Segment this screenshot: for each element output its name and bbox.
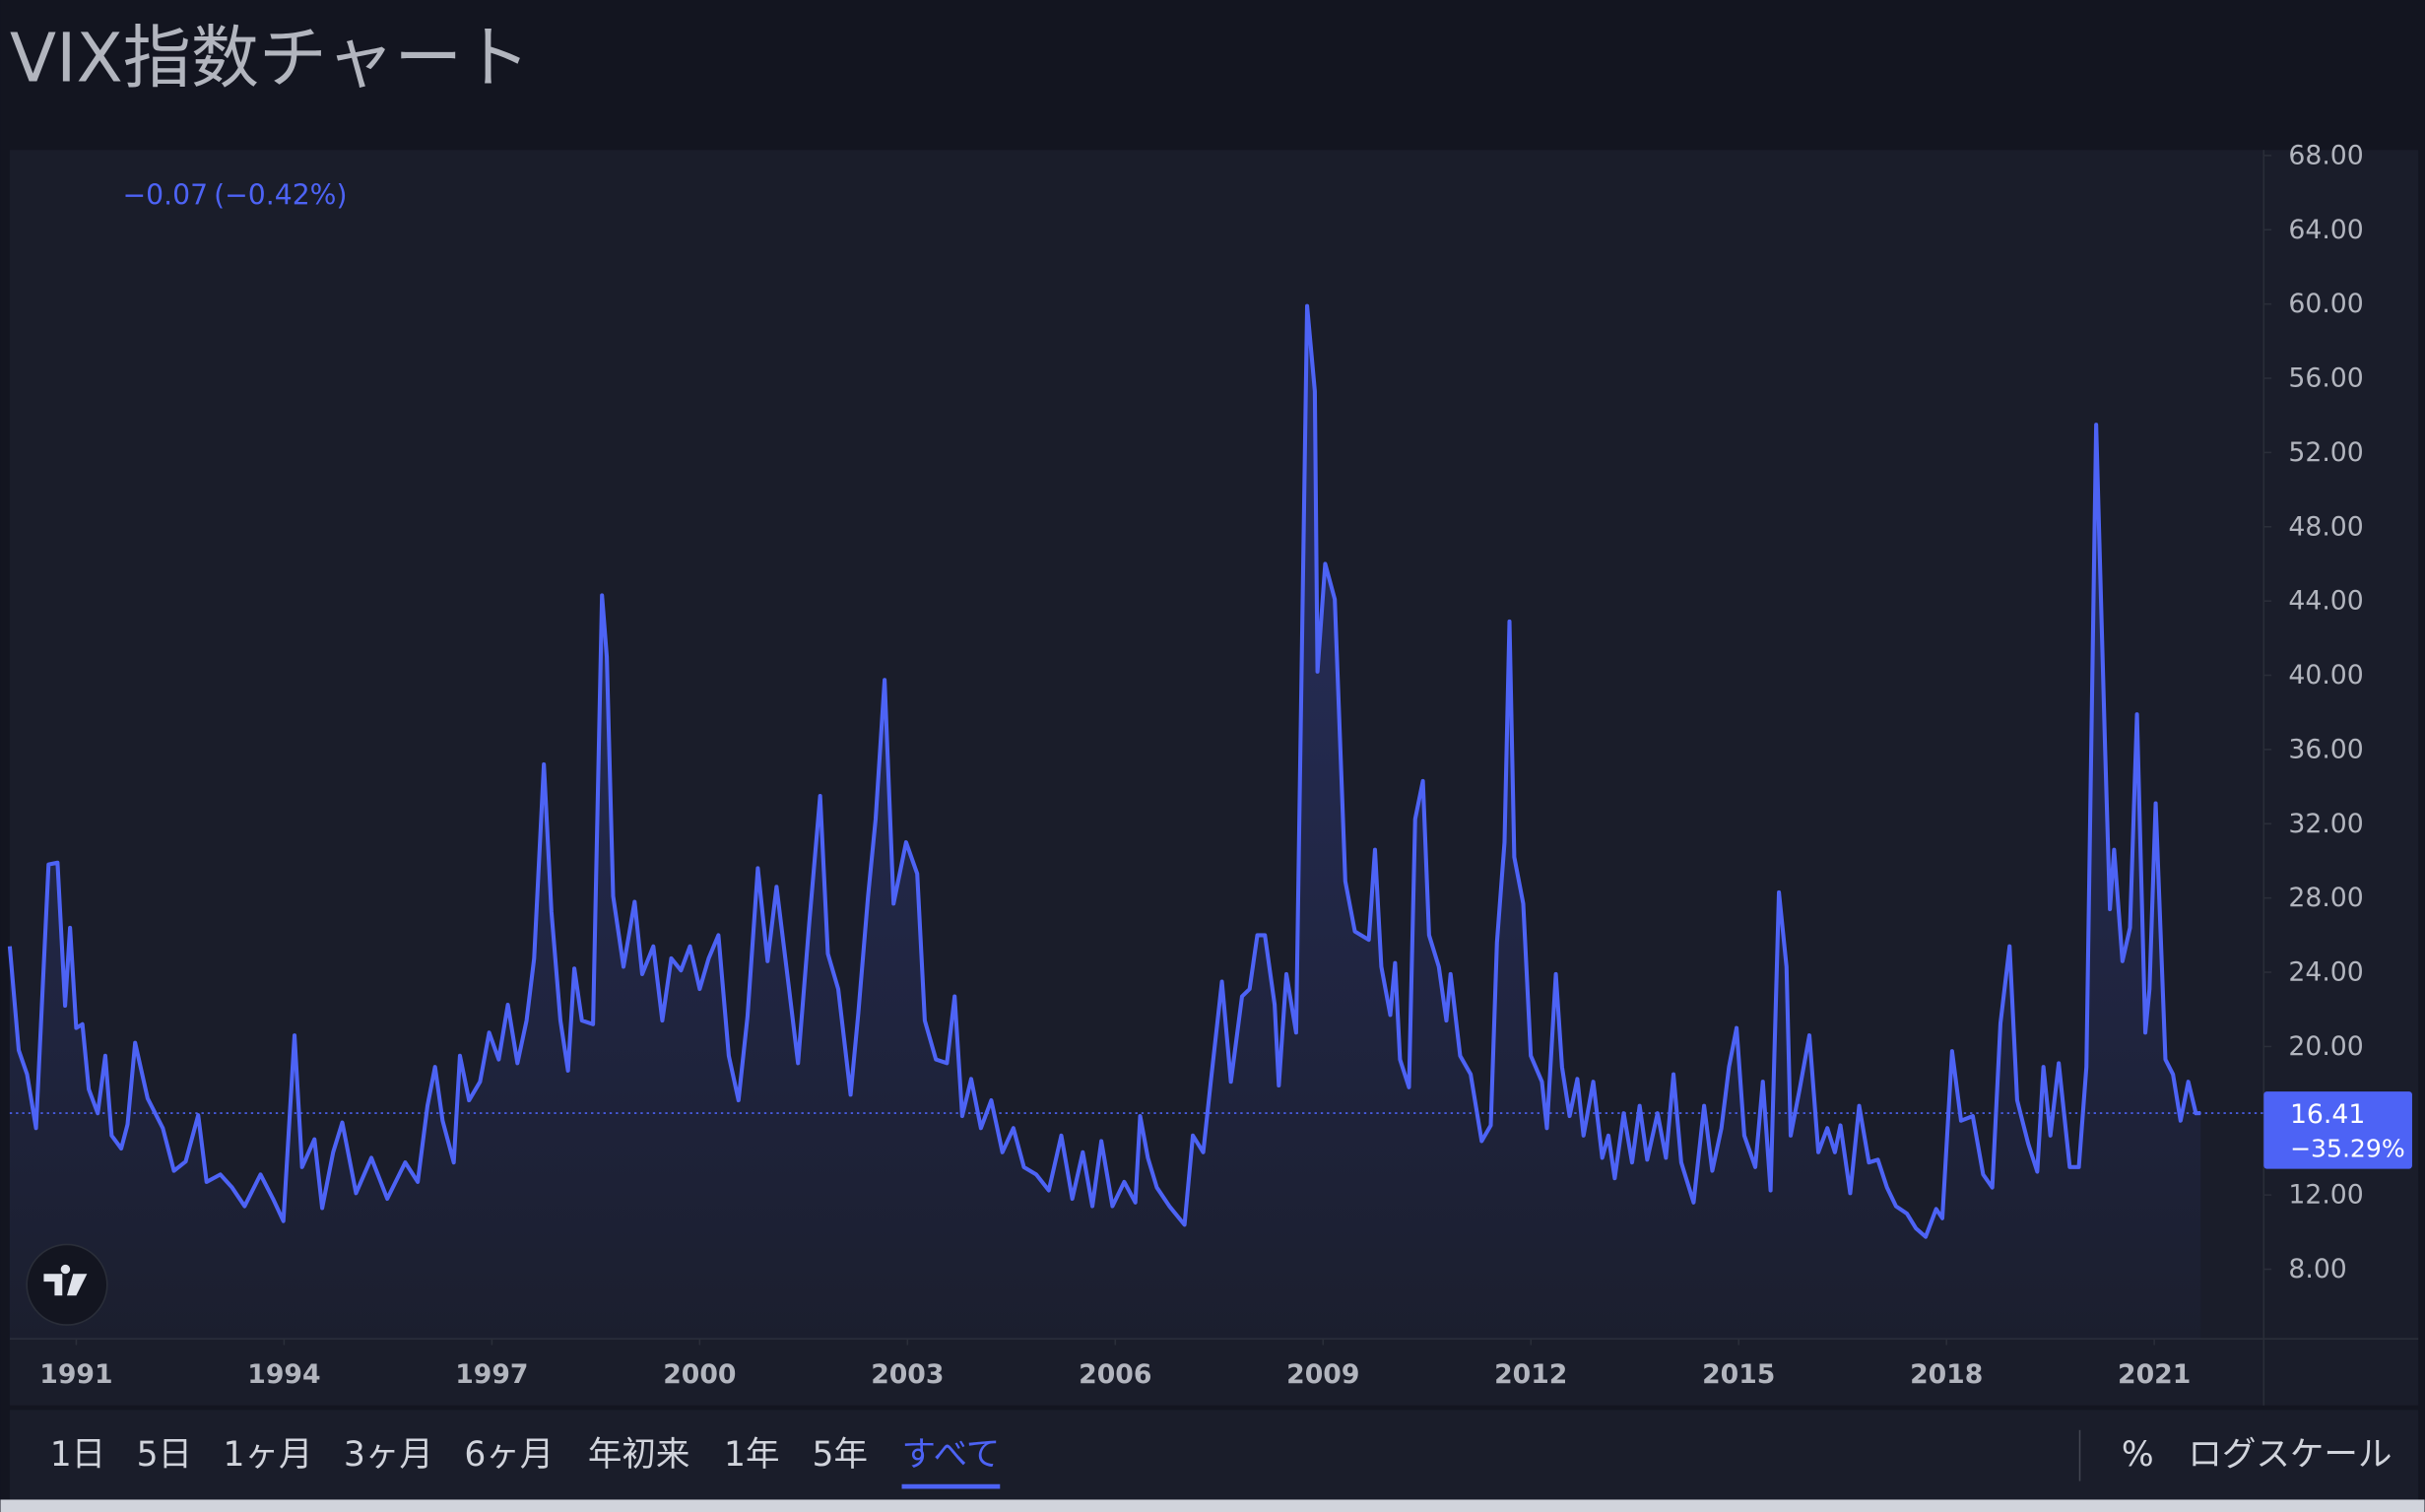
area — [9, 305, 2201, 1340]
log-scale-button[interactable]: ログスケール — [2188, 1435, 2392, 1475]
range-button[interactable]: 1ヶ月 — [224, 1435, 313, 1475]
range-button[interactable]: 1日 — [50, 1435, 105, 1475]
x-tick-label: 2003 — [871, 1359, 944, 1390]
y-tick-label: 44.00 — [2288, 586, 2363, 617]
range-button[interactable]: 1年 — [724, 1435, 779, 1475]
tv-logo — [26, 1243, 108, 1326]
range-button[interactable]: 3ヶ月 — [344, 1435, 433, 1475]
plot — [7, 303, 2264, 1340]
x-tick-label: 2006 — [1079, 1359, 1151, 1390]
y-tick-label: 40.00 — [2288, 660, 2363, 690]
x-tick-label: 2021 — [2118, 1359, 2191, 1390]
y-tick-label: 12.00 — [2288, 1180, 2363, 1211]
y-tick-label: 36.00 — [2288, 734, 2363, 764]
range-button[interactable]: 6ヶ月 — [464, 1435, 554, 1475]
legend-change: −0.07 — [122, 178, 208, 211]
x-tick-label: 1997 — [455, 1359, 528, 1390]
x-tick-label: 1994 — [247, 1359, 320, 1390]
price-tag-change: −35.29% — [2290, 1135, 2405, 1163]
percent-button[interactable]: % — [2122, 1435, 2154, 1475]
toolbar — [9, 1410, 2419, 1500]
bottom-strip — [0, 1499, 2425, 1512]
y-tick-label: 64.00 — [2288, 215, 2363, 245]
range-button[interactable]: 5年 — [812, 1435, 867, 1475]
page-title: VIX指数チャート — [10, 20, 530, 99]
price-tag-value: 16.41 — [2290, 1099, 2365, 1130]
y-tick-label: 20.00 — [2288, 1031, 2363, 1062]
x-tick-label: 2015 — [1702, 1359, 1775, 1390]
y-tick-label: 28.00 — [2288, 883, 2363, 913]
line — [7, 303, 2201, 1239]
range-button[interactable]: 5日 — [137, 1435, 192, 1475]
range-button[interactable]: 年初来 — [588, 1435, 690, 1475]
legend-change-pct: (−0.42%) — [214, 178, 347, 211]
logo-mark — [43, 1264, 88, 1296]
y-tick-label: 56.00 — [2288, 363, 2363, 394]
active-underline — [901, 1483, 1001, 1489]
x-tick-label: 2018 — [1910, 1359, 1983, 1390]
price-tag — [2263, 1091, 2412, 1169]
y-tick-label: 24.00 — [2288, 957, 2363, 988]
y-tick-label: 52.00 — [2288, 437, 2363, 468]
x-tick-label: 1991 — [39, 1359, 112, 1390]
x-tick-label: 2009 — [1286, 1359, 1359, 1390]
logo-circle — [26, 1243, 108, 1326]
y-tick-label: 48.00 — [2288, 511, 2363, 542]
x-tick-label: 2000 — [663, 1359, 736, 1390]
y-tick-label: 32.00 — [2288, 809, 2363, 839]
y-tick-label: 68.00 — [2288, 140, 2363, 170]
x-tick-label: 2012 — [1494, 1359, 1567, 1390]
y-tick-label: 60.00 — [2288, 289, 2363, 319]
range-button[interactable]: すべて — [902, 1435, 1001, 1475]
y-tick-label: 8.00 — [2288, 1254, 2346, 1284]
